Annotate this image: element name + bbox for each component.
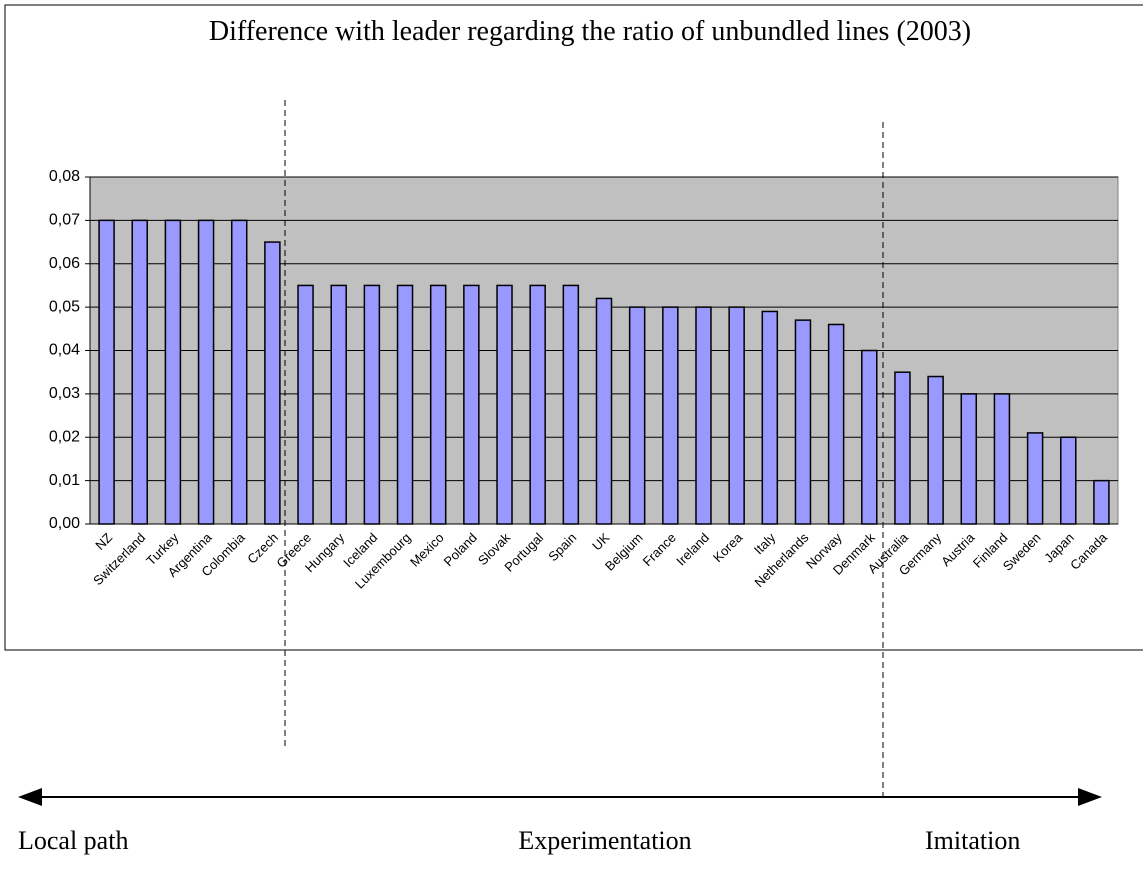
chart-title: Difference with leader regarding the rat… <box>208 16 972 47</box>
bar <box>330 284 347 525</box>
bar <box>695 306 712 525</box>
annotation: Experimentation <box>518 826 692 855</box>
bar <box>628 306 646 525</box>
bar <box>164 219 182 525</box>
bar <box>728 306 745 525</box>
bar <box>363 284 381 525</box>
y-tick-label: 0,06 <box>49 255 80 272</box>
bar <box>562 284 580 525</box>
bar <box>1060 436 1077 525</box>
bar <box>894 371 911 525</box>
annotation: Local path <box>18 826 129 855</box>
bar <box>131 219 148 525</box>
bar <box>396 284 414 525</box>
bar <box>529 284 546 525</box>
y-tick-label: 0,04 <box>49 342 80 359</box>
bar <box>993 393 1011 525</box>
bar <box>927 375 944 525</box>
arrow-head <box>18 788 42 806</box>
bar <box>595 297 613 525</box>
bar <box>960 393 978 525</box>
y-tick-label: 0,03 <box>49 385 80 402</box>
bar <box>761 310 779 525</box>
y-tick-label: 0,05 <box>49 298 80 315</box>
bar <box>827 323 845 525</box>
y-tick-label: 0,01 <box>49 472 80 489</box>
bar <box>230 219 248 525</box>
bar <box>463 284 480 525</box>
y-tick-label: 0,08 <box>49 168 80 185</box>
bar <box>264 241 281 525</box>
y-tick-label: 0,07 <box>49 212 80 229</box>
arrow-head <box>1078 788 1102 806</box>
bar <box>662 306 679 525</box>
bar <box>496 284 513 525</box>
bar <box>197 219 215 525</box>
bar <box>794 319 812 525</box>
bar <box>429 284 447 525</box>
bar <box>297 284 314 525</box>
bar <box>1026 432 1044 525</box>
annotation: Imitation <box>925 826 1021 855</box>
y-tick-label: 0,02 <box>49 428 80 445</box>
bar <box>98 219 115 525</box>
bar <box>861 349 878 525</box>
bar <box>1093 479 1110 525</box>
y-tick-label: 0,00 <box>49 515 80 532</box>
